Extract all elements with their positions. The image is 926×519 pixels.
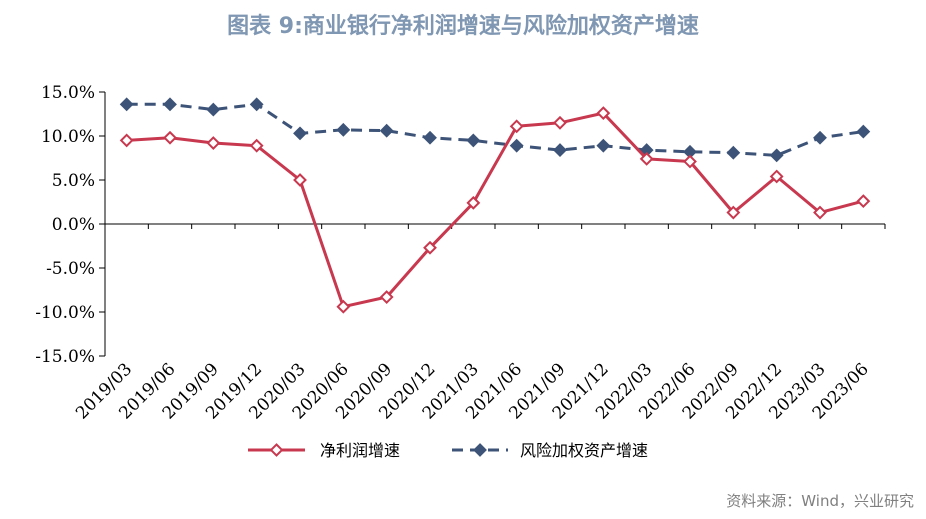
data-point-1 <box>379 123 394 138</box>
data-point-0 <box>856 194 871 209</box>
data-point-0 <box>206 136 221 150</box>
legend-marker-1 <box>473 443 487 457</box>
legend-marker-0 <box>269 443 284 457</box>
series-line-1 <box>126 102 864 157</box>
data-point-1 <box>293 126 307 141</box>
data-point-0 <box>163 130 177 145</box>
data-point-1 <box>553 143 567 157</box>
data-point-0 <box>769 169 784 184</box>
data-point-1 <box>813 130 827 145</box>
data-point-1 <box>466 133 481 148</box>
data-point-1 <box>336 122 351 137</box>
data-point-0 <box>553 115 567 130</box>
y-tick-label: 10.0% <box>41 127 95 147</box>
data-point-0 <box>683 154 697 169</box>
legend-label-0: 净利润增速 <box>320 441 400 460</box>
y-tick-label: -5.0% <box>46 259 95 279</box>
data-point-0 <box>639 151 654 166</box>
data-point-1 <box>163 97 177 112</box>
data-point-0 <box>726 205 741 220</box>
data-point-1 <box>769 148 784 163</box>
data-point-1 <box>509 138 524 153</box>
y-tick-label: -10.0% <box>35 303 95 323</box>
data-point-1 <box>856 124 871 139</box>
data-point-0 <box>423 240 437 255</box>
chart-title: 图表 9:商业银行净利润增速与风险加权资产增速 <box>227 14 699 39</box>
data-point-0 <box>249 138 264 153</box>
data-point-1 <box>119 97 134 112</box>
data-point-1 <box>249 97 264 112</box>
data-point-1 <box>726 145 741 160</box>
data-point-0 <box>466 195 481 210</box>
series-line-0 <box>126 111 864 309</box>
data-point-1 <box>596 138 611 153</box>
data-point-0 <box>119 133 134 148</box>
y-tick-label: -15.0% <box>35 347 95 367</box>
data-point-0 <box>379 290 394 304</box>
y-tick-label: 15.0% <box>41 83 95 103</box>
source-note: 资料来源：Wind，兴业研究 <box>726 492 914 510</box>
data-point-0 <box>336 299 351 314</box>
y-tick-label: 0.0% <box>52 215 95 235</box>
data-point-1 <box>423 130 437 145</box>
data-point-0 <box>293 173 307 187</box>
y-tick-label: 5.0% <box>52 171 95 191</box>
data-point-0 <box>596 106 611 121</box>
data-point-0 <box>813 205 827 220</box>
data-point-0 <box>509 119 524 134</box>
data-point-1 <box>206 102 221 117</box>
legend-label-1: 风险加权资产增速 <box>520 441 648 460</box>
